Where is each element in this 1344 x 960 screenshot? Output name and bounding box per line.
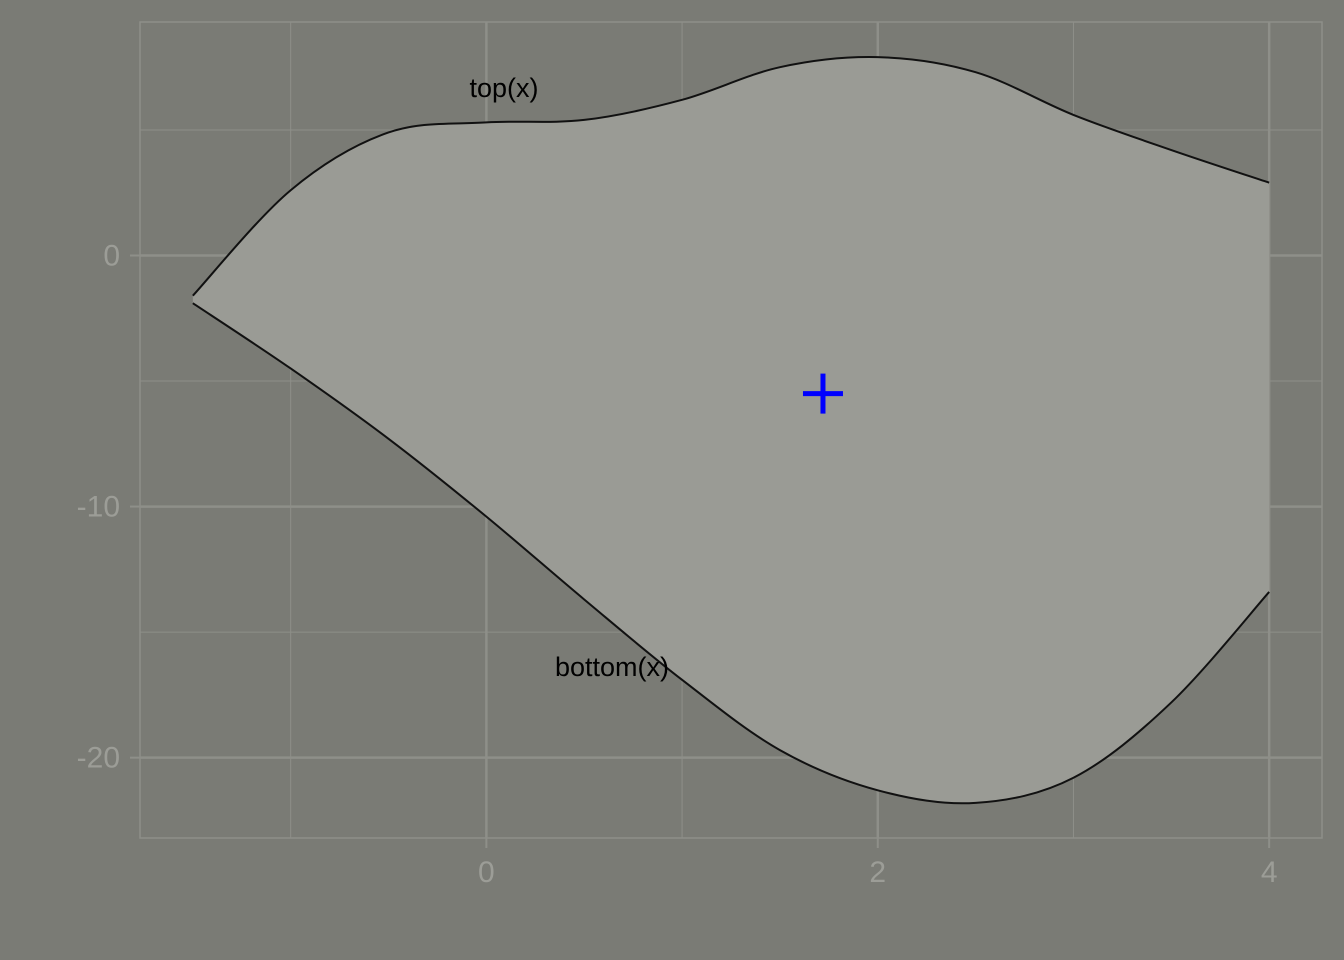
y-tick-label: 0 — [103, 240, 120, 273]
center-marker — [802, 373, 843, 414]
y-axis: -20 -10 0 — [77, 240, 140, 775]
x-tick-label: 4 — [1261, 856, 1278, 889]
y-tick-label: -20 — [77, 742, 120, 775]
top-curve-line — [192, 56, 1270, 297]
ribbon-area — [192, 57, 1270, 804]
x-tick-label: 0 — [478, 856, 495, 889]
y-tick-label: -10 — [77, 491, 120, 524]
bottom-curve-line — [192, 302, 1270, 805]
x-tick-label: 2 — [869, 856, 886, 889]
bottom-curve-label: bottom(x) — [555, 652, 669, 682]
x-axis: 0 2 4 — [478, 838, 1278, 889]
panel-border — [139, 21, 1323, 839]
top-curve-label: top(x) — [469, 73, 538, 103]
